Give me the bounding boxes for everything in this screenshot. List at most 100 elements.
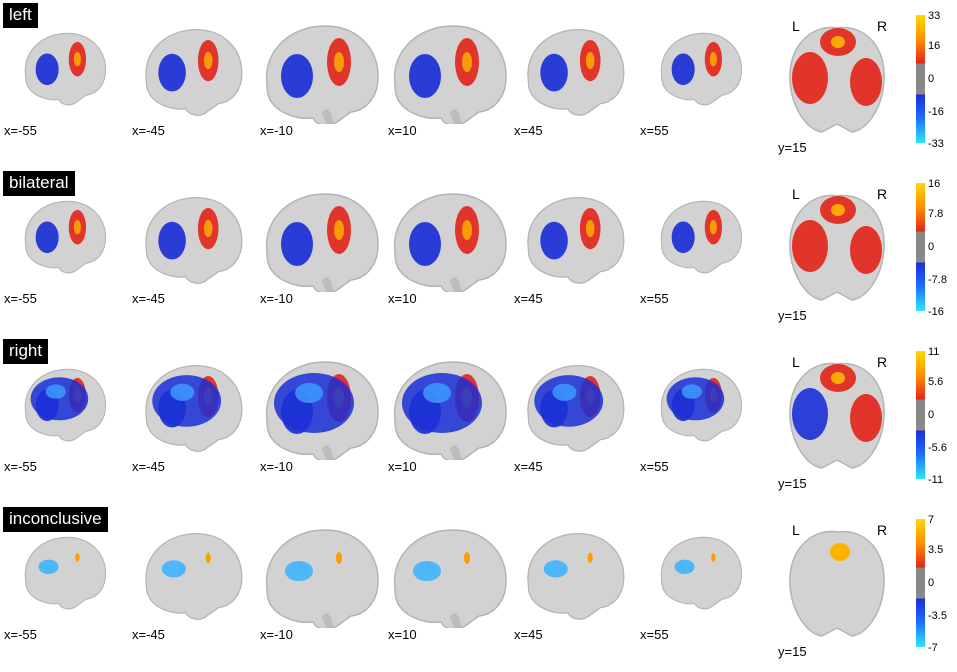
colorbar: 11 5.6 0 -5.6 -11 [908,336,957,504]
sagittal-brain-shape [145,28,243,116]
sagittal-slice: x=45 [510,168,636,336]
sagittal-slice-image [265,361,379,460]
colorbar-tick-label: 16 [928,178,941,190]
sagittal-slice: x=10 [384,504,510,672]
slice-coordinate-label: x=10 [388,627,417,642]
slice-coordinate-label: x=55 [640,291,669,306]
sagittal-brain-shape [527,196,625,284]
sagittal-slice: x=55 [636,504,762,672]
sagittal-brain-shape [660,200,743,274]
slice-coordinate-label: x=-55 [4,459,37,474]
sagittal-slice-image [393,25,507,124]
slice-coordinate-label: x=-55 [4,291,37,306]
sagittal-brain-shape [265,361,379,460]
slice-coordinate-label: x=-10 [260,291,293,306]
colorbar-tick-label: 0 [928,241,935,253]
slice-coordinate-label: x=45 [514,291,543,306]
sagittal-slice: x=10 [384,168,510,336]
sagittal-slice-image [527,364,625,452]
coronal-coordinate-label: y=15 [778,644,807,659]
sagittal-slice-image [24,200,107,274]
colorbar: 16 7.8 0 -7.8 -16 [908,168,957,336]
sagittal-slice-image [393,193,507,292]
sagittal-slice-image [660,200,743,274]
coronal-slice-image [789,362,885,469]
slice-coordinate-label: x=-55 [4,627,37,642]
sagittal-slice-image [265,25,379,124]
right-hemisphere-marker: R [877,522,888,538]
sagittal-brain-shape [393,361,507,460]
colorbar-tick-label: 0 [928,409,935,421]
colorbar-tick-label: -11 [928,474,944,486]
sagittal-slice-image [145,28,243,116]
sagittal-slice-image [527,28,625,116]
sagittal-slice-image [660,368,743,442]
sagittal-slice: x=-55 [0,336,126,504]
sagittal-brain-shape [24,368,107,442]
colorbar-gradient [916,183,925,311]
sagittal-brain-shape [145,364,243,452]
sagittal-brain-shape [660,32,743,106]
sagittal-slice-image [660,32,743,106]
slice-coordinate-label: x=-10 [260,123,293,138]
left-hemisphere-marker: L [792,186,800,202]
sagittal-slice-image [660,536,743,610]
colorbar-gradient [916,15,925,143]
colorbar-tick-label: 0 [928,577,935,589]
colorbar-tick-label: -7 [928,642,938,654]
sagittal-slice: x=-45 [128,0,254,168]
sagittal-brain-shape [527,28,625,116]
sagittal-slice-image [265,193,379,292]
slice-coordinate-label: x=10 [388,459,417,474]
sagittal-slice-image [145,532,243,620]
colorbar-tick-label: 33 [928,10,941,22]
left-hemisphere-marker: L [792,354,800,370]
colorbar: 7 3.5 0 -3.5 -7 [908,504,957,672]
colorbar-tick-label: -3.5 [928,610,947,622]
sagittal-slice-image [393,529,507,628]
coronal-brain-shape [789,362,885,469]
colorbar-tick-label: 3.5 [928,544,944,556]
sagittal-brain-shape [265,25,379,124]
colorbar-gradient [916,351,925,479]
right-hemisphere-marker: R [877,18,888,34]
condition-label: inconclusive [3,507,108,532]
coronal-brain-shape [789,26,885,133]
slice-coordinate-label: x=55 [640,459,669,474]
sagittal-slice: x=45 [510,0,636,168]
sagittal-brain-shape [660,368,743,442]
slice-coordinate-label: x=45 [514,459,543,474]
sagittal-slice-image [265,529,379,628]
sagittal-slice: x=-10 [256,504,382,672]
left-hemisphere-marker: L [792,522,800,538]
coronal-brain-shape [789,530,885,637]
sagittal-brain-shape [265,193,379,292]
slice-coordinate-label: x=-10 [260,627,293,642]
sagittal-slice-image [527,196,625,284]
slice-coordinate-label: x=55 [640,627,669,642]
sagittal-slice-image [24,368,107,442]
sagittal-brain-shape [24,536,107,610]
colorbar-tick-label: -16 [928,306,944,318]
sagittal-brain-shape [24,200,107,274]
sagittal-brain-shape [265,529,379,628]
coronal-coordinate-label: y=15 [778,476,807,491]
colorbar-tick-label: -16 [928,106,944,118]
coronal-brain-shape [789,194,885,301]
sagittal-slice-image [24,32,107,106]
sagittal-slice: x=55 [636,0,762,168]
sagittal-slice: x=45 [510,336,636,504]
sagittal-slice: x=10 [384,336,510,504]
colorbar-tick-label: 16 [928,40,941,52]
sagittal-brain-shape [145,532,243,620]
condition-label: bilateral [3,171,75,196]
sagittal-slice: x=-10 [256,168,382,336]
sagittal-slice-image [393,361,507,460]
sagittal-slice: x=-10 [256,336,382,504]
coronal-slice-image [789,194,885,301]
colorbar-tick-label: 11 [928,346,940,358]
